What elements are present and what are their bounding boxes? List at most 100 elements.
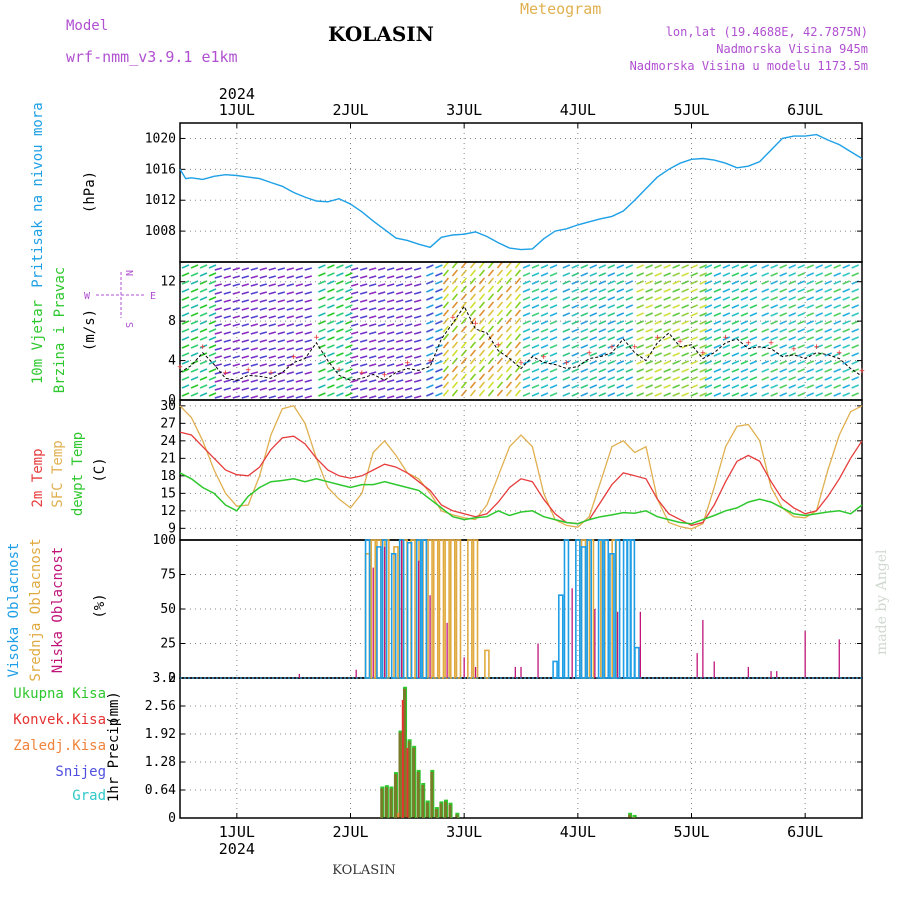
wind-barb xyxy=(336,368,344,373)
wind-barb xyxy=(842,288,851,293)
wind-barb xyxy=(770,368,779,373)
wind-barb xyxy=(571,320,580,325)
panel-cloud: 0 25 50 75 100 xyxy=(153,533,863,686)
wind-gust-marker: + xyxy=(768,339,774,349)
wind-barb xyxy=(359,323,368,327)
wind-gust-marker: + xyxy=(655,333,661,343)
wind-barb xyxy=(851,272,860,277)
wind-barb xyxy=(663,272,671,277)
wind-barb xyxy=(318,312,326,317)
wind-barb xyxy=(740,344,749,349)
wind-barb xyxy=(413,355,422,359)
wind-barb xyxy=(704,288,713,293)
wind-barb xyxy=(451,325,459,333)
wind-barb xyxy=(806,336,815,341)
wind-barb xyxy=(833,280,842,285)
wind-barb xyxy=(636,296,644,301)
wind-barb xyxy=(770,360,779,365)
wind-barb xyxy=(295,291,304,295)
wind-barb xyxy=(514,317,522,325)
wind-barb xyxy=(368,363,377,367)
wind-barb xyxy=(368,347,377,351)
wind-barb xyxy=(704,368,713,373)
wind-barb xyxy=(359,283,368,287)
wind-barb xyxy=(277,291,286,295)
wind-barb xyxy=(478,317,486,325)
wind-barb xyxy=(268,323,277,327)
wind-barb xyxy=(505,277,513,285)
wind-barb xyxy=(731,344,740,349)
wind-barb xyxy=(304,275,313,279)
wind-barb xyxy=(681,296,689,301)
wind-barb xyxy=(304,307,313,311)
wind-gust-marker: + xyxy=(814,343,820,353)
wind-barb xyxy=(616,312,625,317)
wind-barb xyxy=(336,344,344,349)
wind-barb xyxy=(318,264,326,269)
precip-bar-fill xyxy=(430,771,434,818)
wind-barb xyxy=(806,296,815,301)
wind-barb xyxy=(350,283,359,287)
wind-barb xyxy=(345,288,353,293)
wind-barb xyxy=(522,320,531,325)
wind-barb xyxy=(377,339,386,343)
wind-barb xyxy=(505,285,513,293)
wind-barb xyxy=(277,323,286,327)
wind-barb xyxy=(478,277,486,285)
wind-barb xyxy=(731,312,740,317)
wind-barb xyxy=(842,320,851,325)
wind-barb xyxy=(345,280,353,285)
wind-barb xyxy=(232,323,241,327)
wind-barb xyxy=(731,336,740,341)
wind-barb xyxy=(616,320,625,325)
wind-barb xyxy=(496,389,504,397)
wind-barb xyxy=(377,299,386,303)
wind-barb xyxy=(241,371,250,375)
wind-barb xyxy=(842,352,851,357)
wind-barb xyxy=(514,277,522,285)
wind-barb xyxy=(514,365,522,373)
wind-barb xyxy=(833,392,842,397)
y-tick-label: 2.56 xyxy=(145,699,176,714)
wind-barb xyxy=(522,328,531,333)
wind-barb xyxy=(681,320,689,325)
wind-barb xyxy=(779,264,788,269)
wind-barb xyxy=(731,328,740,333)
wind-barb xyxy=(824,288,833,293)
wind-barb xyxy=(350,339,359,343)
wind-barb xyxy=(704,312,713,317)
wind-barb xyxy=(616,304,625,309)
wind-barb xyxy=(404,323,413,327)
wind-barb xyxy=(842,376,851,381)
wind-barb xyxy=(359,291,368,295)
wind-barb xyxy=(722,360,731,365)
wind-barb xyxy=(815,296,824,301)
wind-barb xyxy=(304,267,313,271)
wind-barb xyxy=(181,312,190,317)
wind-barb xyxy=(435,320,443,325)
wind-barb xyxy=(386,291,395,295)
wind-barb xyxy=(295,355,304,359)
wind-barb xyxy=(580,320,589,325)
wind-barb xyxy=(268,307,277,311)
wind-barb xyxy=(672,368,680,373)
wind-barb xyxy=(571,384,580,389)
wind-barb xyxy=(851,392,860,397)
wind-barb xyxy=(514,325,522,333)
wind-barb xyxy=(540,296,549,301)
wind-barb xyxy=(580,336,589,341)
wind-barb xyxy=(286,291,295,295)
wind-barb xyxy=(469,261,477,269)
wind-barb xyxy=(404,395,413,399)
wind-barb xyxy=(295,323,304,327)
wind-barb xyxy=(731,280,740,285)
wind-barb xyxy=(304,371,313,375)
wind-barb xyxy=(505,349,513,357)
cloud-high-bar xyxy=(406,541,413,679)
wind-barb xyxy=(713,264,722,269)
wind-barb xyxy=(636,272,644,277)
wind-barb xyxy=(636,344,644,349)
wind-barb xyxy=(788,272,797,277)
wind-barb xyxy=(359,299,368,303)
wind-barb xyxy=(690,392,698,397)
